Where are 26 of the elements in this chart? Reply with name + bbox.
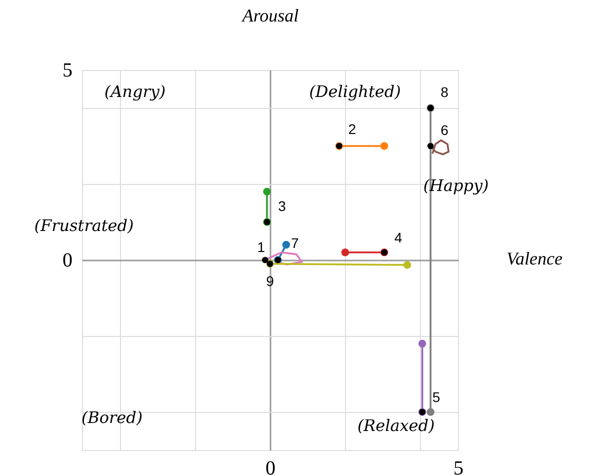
point (282, 240, 290, 249)
annotation: 3 (278, 198, 286, 214)
annotation: (Bored) (81, 408, 143, 427)
annotation: (Happy) (423, 176, 489, 195)
point (341, 248, 350, 256)
point (418, 340, 426, 348)
point (262, 256, 268, 264)
annotation: (Delighted) (309, 82, 401, 101)
annotation: (Relaxed) (357, 416, 435, 435)
point (427, 142, 434, 150)
point (426, 408, 434, 416)
point (403, 261, 412, 269)
annotation: 6 (440, 122, 449, 138)
point (380, 142, 388, 150)
annotation: 9 (266, 272, 274, 289)
annotation: (Frustrated) (34, 216, 134, 235)
annotation: 7 (291, 235, 299, 251)
annotation: 8 (440, 84, 449, 100)
x-axis-title: Valence (506, 248, 562, 268)
annotation: 1 (257, 239, 266, 255)
annotation: 4 (394, 229, 402, 246)
annotation: 2 (348, 121, 356, 137)
annotation: 5 (432, 389, 440, 405)
annotation: (Angry) (104, 82, 166, 101)
y-axis-title: Arousal (241, 6, 299, 26)
point (263, 188, 271, 196)
